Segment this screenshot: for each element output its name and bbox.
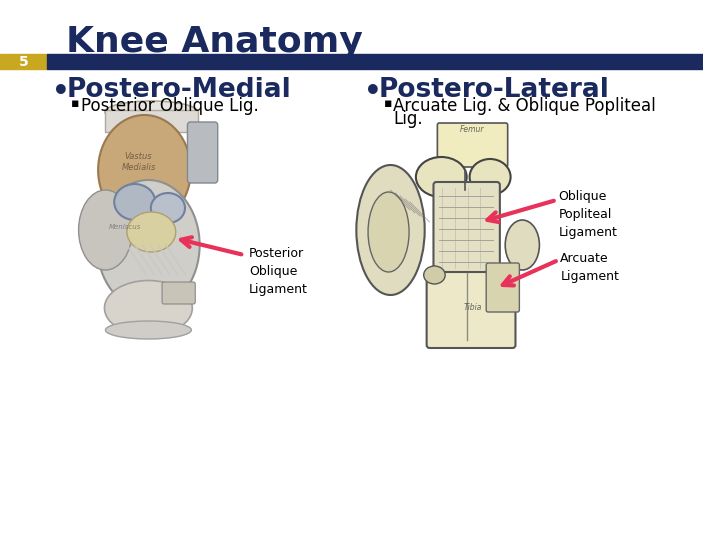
Text: Lig.: Lig. — [393, 110, 423, 128]
Text: Tibia: Tibia — [464, 303, 482, 312]
Bar — [0, 54, 47, 69]
FancyBboxPatch shape — [433, 182, 500, 273]
Text: •: • — [52, 78, 70, 106]
Text: Arcuate
Ligament: Arcuate Ligament — [560, 252, 619, 283]
Ellipse shape — [114, 184, 156, 220]
Ellipse shape — [97, 180, 199, 310]
Ellipse shape — [469, 159, 510, 195]
Text: Oblique
Popliteal
Ligament: Oblique Popliteal Ligament — [559, 190, 617, 239]
Ellipse shape — [150, 193, 185, 223]
FancyBboxPatch shape — [437, 123, 508, 167]
Text: Postero-Lateral: Postero-Lateral — [379, 77, 610, 103]
Ellipse shape — [493, 267, 513, 283]
Ellipse shape — [356, 165, 425, 295]
FancyBboxPatch shape — [105, 110, 198, 132]
Text: 5: 5 — [19, 55, 28, 69]
Text: Postero-Medial: Postero-Medial — [66, 77, 291, 103]
Text: Arcuate Lig. & Oblique Popliteal: Arcuate Lig. & Oblique Popliteal — [393, 97, 656, 115]
Text: Posterior
Oblique
Ligament: Posterior Oblique Ligament — [249, 247, 308, 296]
Text: Meniscus: Meniscus — [109, 224, 141, 230]
FancyBboxPatch shape — [427, 272, 516, 348]
Ellipse shape — [105, 101, 198, 123]
Text: ▪: ▪ — [384, 97, 392, 110]
Ellipse shape — [423, 266, 445, 284]
Ellipse shape — [98, 115, 191, 225]
Bar — [47, 54, 703, 69]
Text: Posterior Oblique Lig.: Posterior Oblique Lig. — [81, 97, 258, 115]
Text: ▪: ▪ — [71, 97, 80, 110]
FancyBboxPatch shape — [162, 282, 195, 304]
Ellipse shape — [105, 321, 192, 339]
Text: Vastus
Medialis: Vastus Medialis — [122, 152, 156, 172]
Ellipse shape — [104, 280, 192, 335]
FancyBboxPatch shape — [486, 263, 519, 312]
Ellipse shape — [368, 192, 409, 272]
Ellipse shape — [505, 220, 539, 270]
Text: •: • — [364, 78, 382, 106]
Text: Knee Anatomy: Knee Anatomy — [66, 25, 363, 59]
Ellipse shape — [78, 190, 132, 270]
Ellipse shape — [416, 157, 467, 197]
Ellipse shape — [127, 212, 176, 252]
FancyBboxPatch shape — [187, 122, 217, 183]
Text: Femur: Femur — [460, 125, 485, 134]
